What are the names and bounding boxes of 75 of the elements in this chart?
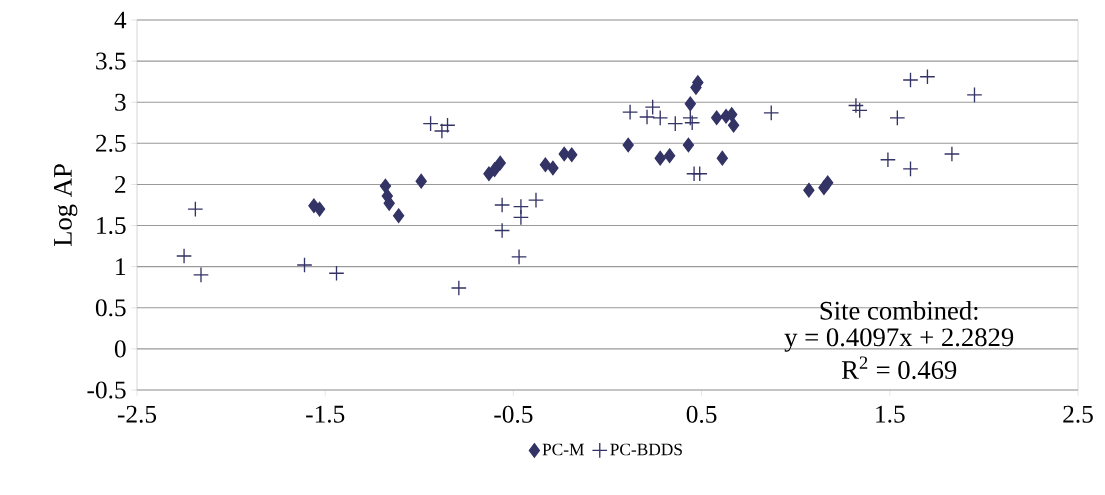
point	[851, 102, 868, 119]
y-axis-title: Log AP	[53, 164, 78, 247]
x-tick-label: 0.5	[686, 405, 717, 423]
point	[889, 109, 906, 126]
y-tick-label: 4	[114, 11, 127, 29]
x-tick-label: -0.5	[494, 405, 533, 423]
point	[716, 150, 728, 166]
y-tick-label: 2.5	[96, 134, 126, 152]
point	[847, 97, 864, 114]
point	[639, 109, 656, 126]
point	[566, 147, 578, 163]
y-tick-label: -0.5	[87, 381, 126, 399]
point	[622, 137, 634, 153]
point	[682, 137, 695, 153]
point	[902, 160, 919, 177]
point	[691, 165, 708, 182]
point	[919, 68, 936, 85]
y-tick-label: 2	[115, 176, 126, 193]
point	[966, 86, 983, 103]
x-tick-label: 1.5	[876, 405, 905, 423]
annotation: y = 0.4097x + 2.2829	[784, 328, 1014, 352]
x-tick-label: -2.5	[117, 405, 157, 423]
point	[667, 115, 684, 132]
point	[822, 175, 834, 191]
point	[296, 257, 313, 274]
annotation: R$^{2}$ = 0.469	[841, 356, 957, 380]
legend-label: PC-M	[542, 443, 584, 456]
point	[439, 117, 456, 134]
point	[313, 201, 326, 217]
point	[494, 222, 511, 239]
point	[511, 248, 528, 265]
y-tick-label: 0.5	[95, 299, 126, 317]
x-tick-label: -1.5	[306, 405, 345, 423]
point	[328, 265, 345, 282]
point	[943, 146, 960, 163]
x-tick-label: 2.5	[1063, 405, 1093, 423]
point	[433, 122, 450, 139]
point	[727, 117, 740, 133]
point	[450, 280, 467, 297]
point	[644, 99, 661, 116]
y-tick-label: 3.5	[96, 52, 126, 70]
annotation: Site combined:	[820, 301, 978, 320]
point	[415, 173, 427, 189]
point	[422, 115, 439, 132]
point	[494, 196, 511, 213]
point	[763, 104, 780, 121]
point	[379, 178, 392, 194]
legend-label: PC-BDDS	[610, 443, 682, 456]
point	[193, 266, 209, 283]
point	[494, 155, 506, 171]
point	[392, 208, 405, 224]
point	[684, 96, 696, 112]
point	[726, 107, 738, 122]
point	[527, 192, 544, 209]
point	[187, 201, 204, 218]
point	[803, 182, 815, 198]
y-tick-label: 1.5	[97, 217, 126, 235]
point	[652, 109, 669, 126]
point	[710, 110, 723, 126]
point	[622, 104, 639, 121]
point	[539, 157, 552, 173]
y-tick-label: 1	[116, 258, 126, 276]
point	[512, 209, 529, 226]
point	[682, 109, 699, 126]
point	[663, 148, 676, 163]
point	[547, 160, 559, 176]
point	[902, 72, 919, 89]
y-tick-label: 3	[115, 93, 126, 111]
point	[488, 162, 501, 177]
point	[879, 151, 896, 168]
point	[176, 247, 193, 264]
point	[684, 114, 701, 131]
y-tick-label: 0	[114, 340, 126, 358]
point	[654, 150, 666, 166]
point	[383, 196, 395, 211]
